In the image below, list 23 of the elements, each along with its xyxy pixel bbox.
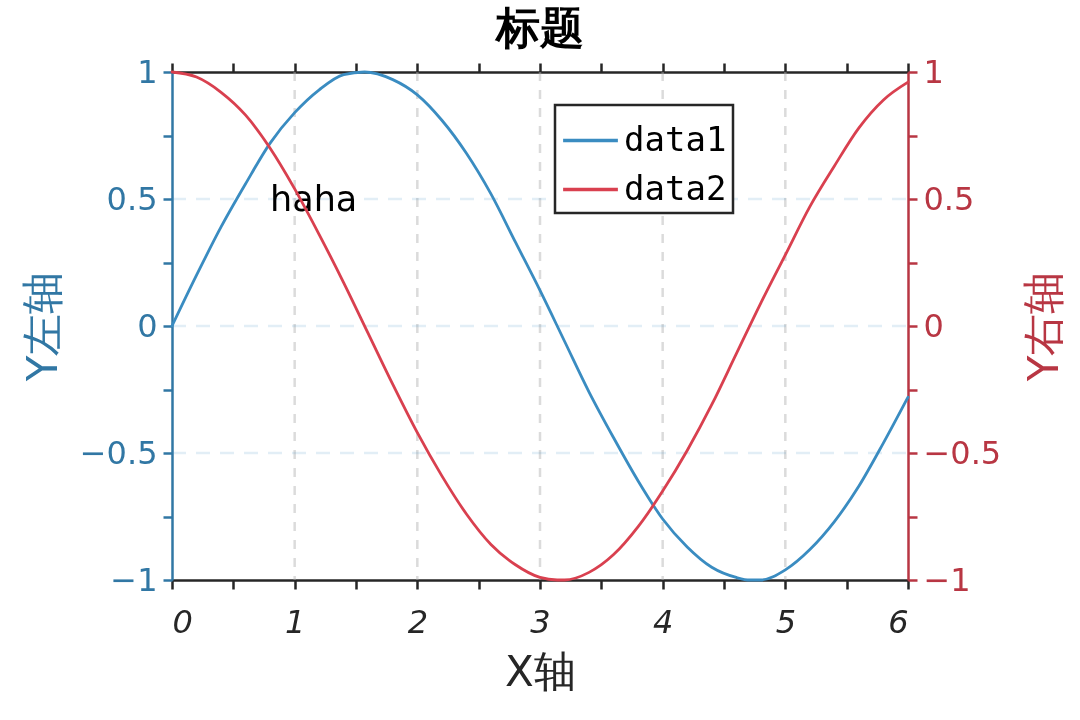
x-tick-label: 1	[284, 602, 306, 641]
y-tick-label: 1	[137, 52, 158, 91]
x-tick-label: 6	[888, 602, 909, 641]
x-tick-label: 4	[652, 602, 674, 641]
y-tick-label: 0.5	[106, 179, 158, 218]
x-tick-label: 0	[172, 602, 193, 641]
legend-label: data2	[624, 167, 727, 208]
legend-label: data1	[624, 118, 727, 159]
x-tick-label: 5	[775, 602, 797, 641]
y-tick-label: −1	[110, 560, 158, 599]
x-tick-label: 3	[530, 602, 551, 641]
y2-tick-label: 0	[923, 306, 944, 345]
y2-tick-label: 1	[923, 52, 944, 91]
y2-tick-label: 0.5	[923, 179, 975, 218]
x-tick-label: 2	[407, 602, 429, 641]
chart-title: 标题	[494, 2, 584, 53]
y-axis-title: Y左轴	[17, 271, 67, 383]
y2-axis-title: Y右轴	[1019, 271, 1069, 383]
y-tick-label: 0	[137, 306, 158, 345]
y2-tick-label: −1	[923, 560, 971, 599]
x-axis-title: X轴	[505, 646, 576, 696]
y2-tick-label: −0.5	[923, 433, 1002, 472]
y-tick-label: −0.5	[79, 433, 158, 472]
